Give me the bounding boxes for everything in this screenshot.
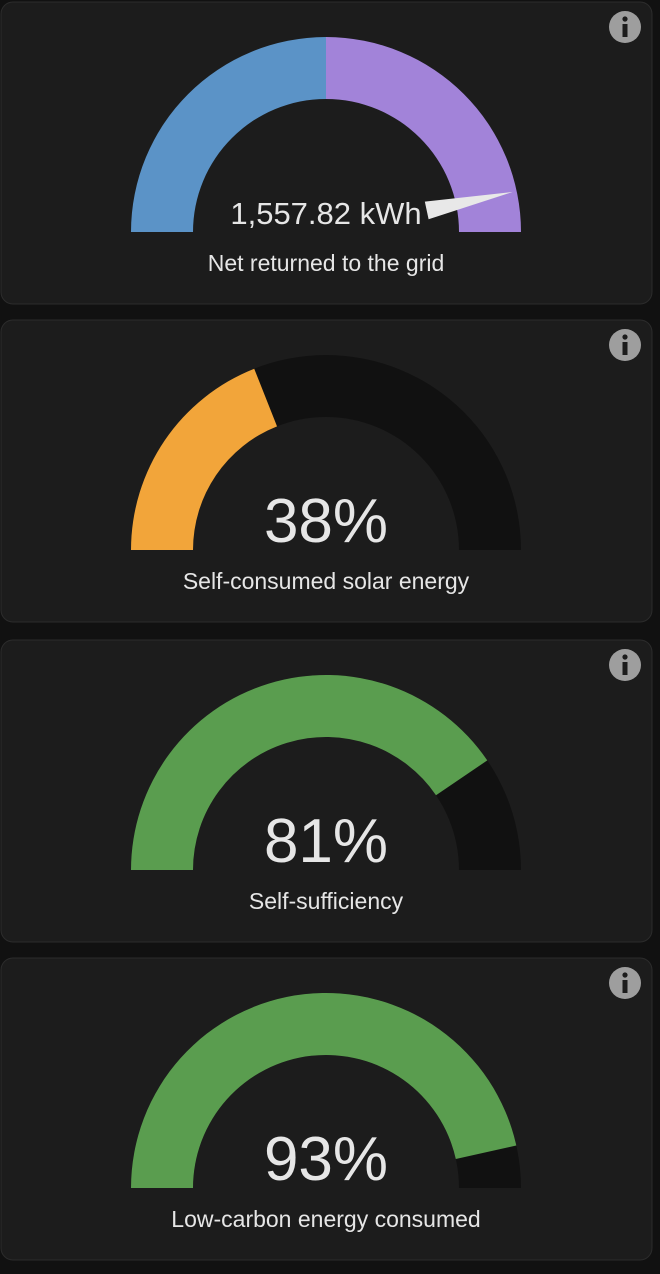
info-bar [622, 662, 628, 675]
info-bar [622, 24, 628, 37]
info-bar [622, 342, 628, 355]
gauge-fill [131, 675, 488, 870]
gauge-fill [131, 368, 278, 550]
gauge-label: Self-sufficiency [249, 888, 404, 914]
info-dot [622, 16, 628, 22]
gauge-value: 81% [264, 807, 388, 876]
gauge-needle [424, 191, 513, 220]
gauge-segment-return [131, 37, 326, 232]
gauge-label: Self-consumed solar energy [183, 568, 470, 594]
info-dot [622, 972, 628, 978]
info-dot [622, 334, 628, 340]
gauge-fill [131, 992, 517, 1188]
gauge-label: Low-carbon energy consumed [171, 1206, 480, 1232]
info-bar [622, 980, 628, 993]
gauge-value: 38% [264, 487, 388, 556]
info-dot [622, 654, 628, 660]
gauge-label: Net returned to the grid [208, 250, 445, 276]
gauge-value: 1,557.82 kWh [230, 196, 421, 231]
gauge-value: 93% [264, 1125, 388, 1194]
gauge-segment-consume [326, 37, 521, 232]
